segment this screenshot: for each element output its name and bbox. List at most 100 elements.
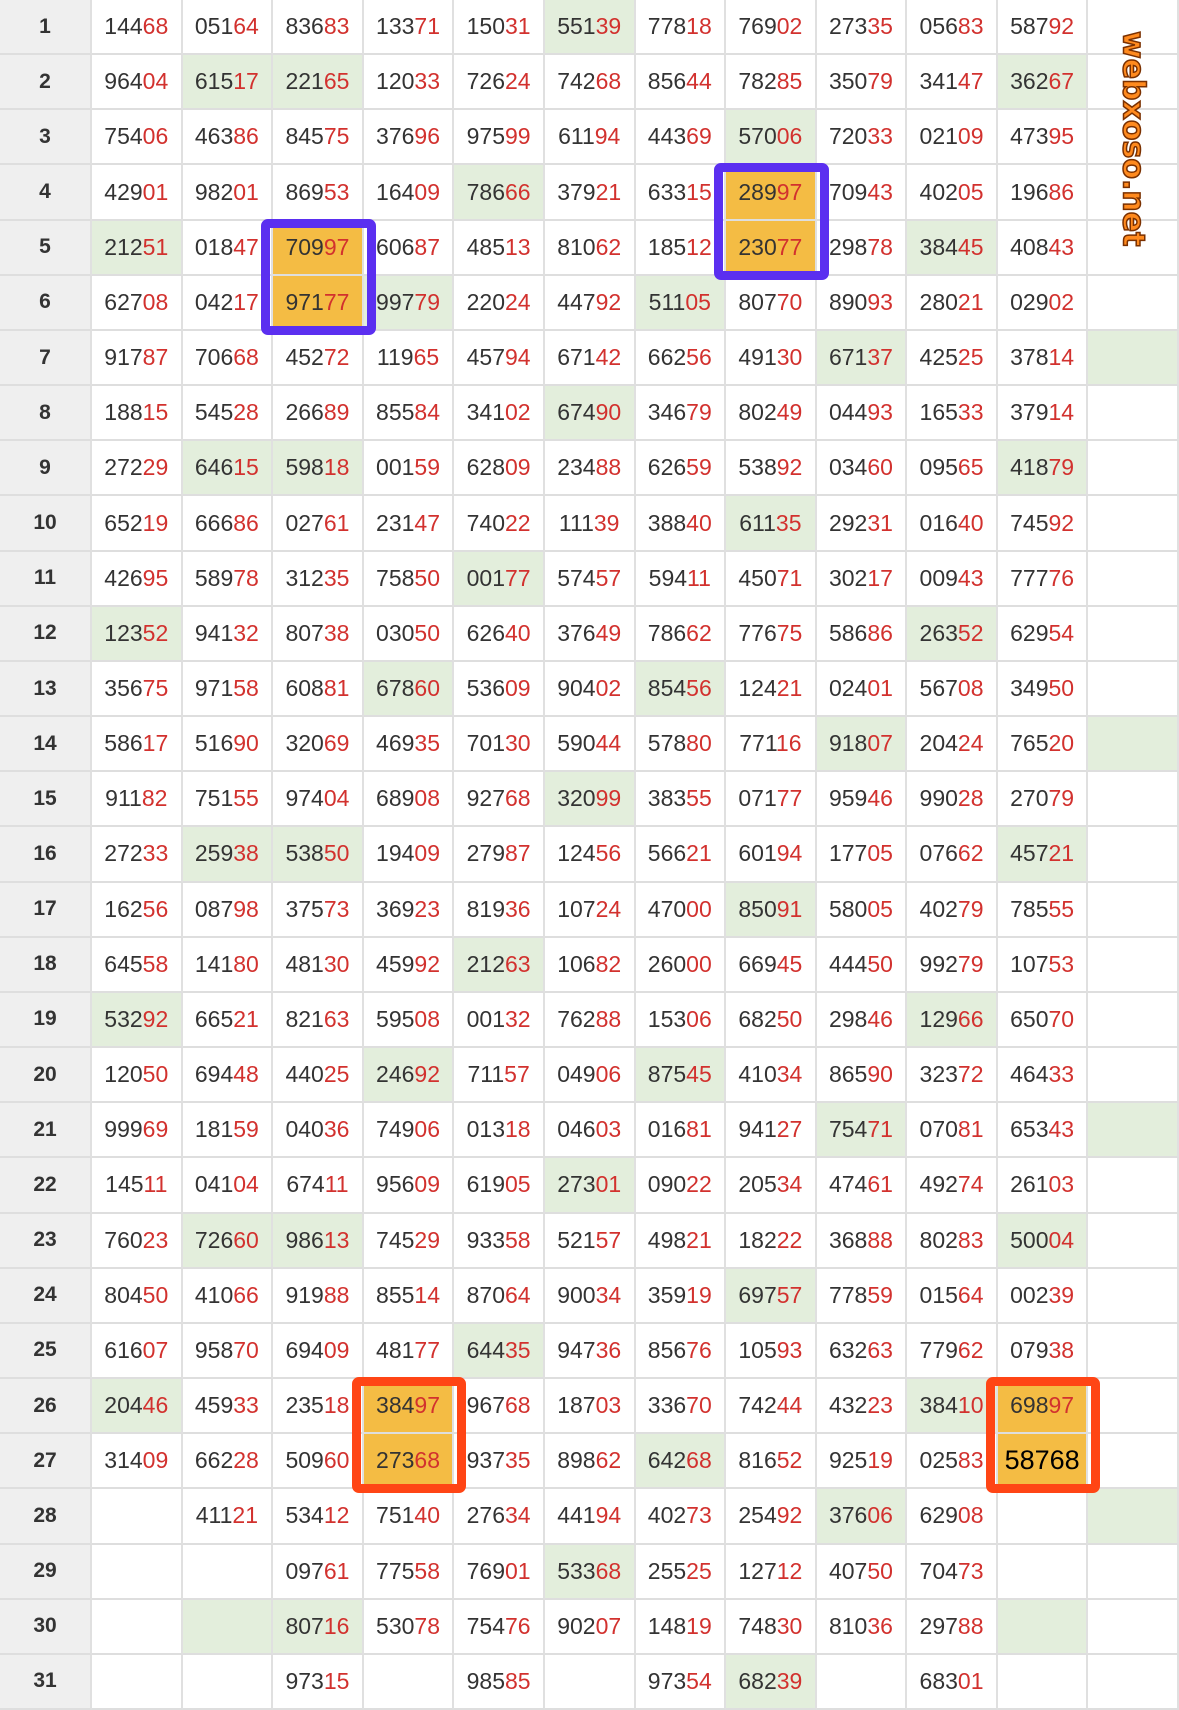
first-three-digits: 079 [1010,1336,1049,1363]
result-cell: 74529 [363,1213,455,1269]
result-cell: 18222 [726,1213,817,1269]
last-two-digits: 76 [1048,564,1075,591]
first-three-digits: 645 [104,950,143,977]
result-number: 26352 [920,620,984,647]
result-number: 37649 [557,620,621,647]
first-three-digits: 754 [828,1116,868,1143]
result-number: 64615 [195,454,259,481]
result-cell: 36267 [997,55,1089,111]
last-two-digits: 45 [686,1061,712,1088]
result-number: 72660 [195,1227,259,1254]
result-cell [1088,441,1179,497]
result-number: 69757 [738,1282,802,1309]
first-three-digits: 194 [376,840,415,867]
first-three-digits: 587 [1010,13,1049,40]
result-cell: 41879 [997,441,1089,497]
last-two-digits: 19 [142,509,169,536]
result-number: 46433 [1010,1061,1074,1088]
last-two-digits: 90 [595,399,622,426]
result-number: 11965 [377,344,439,371]
result-number: 22024 [467,289,531,316]
result-cell: 99969 [92,1103,183,1159]
last-two-digits: 71 [414,13,441,40]
result-number: 80450 [104,1282,168,1309]
first-three-digits: 001 [466,564,505,591]
result-number: 72624 [467,68,531,95]
result-cell: 62708 [92,275,183,331]
last-two-digits: 81 [686,1116,712,1143]
result-cell [182,1654,274,1710]
last-two-digits: 52 [142,619,169,646]
result-number: 28997 [738,179,802,206]
result-number: 74244 [738,1392,802,1419]
result-number: 77116 [739,730,801,757]
last-two-digits: 04 [142,68,169,95]
first-three-digits: 185 [647,233,687,260]
first-three-digits: 762 [557,1005,596,1032]
result-number: 57457 [557,565,621,592]
first-three-digits: 720 [828,123,868,150]
last-two-digits: 39 [1048,1281,1075,1308]
result-cell: 45721 [997,827,1089,883]
last-two-digits: 43 [1048,1116,1075,1143]
last-two-digits: 93 [867,399,893,426]
last-two-digits: 16 [775,730,802,757]
result-number: 70943 [829,179,893,206]
first-three-digits: 273 [828,13,868,40]
result-cell: 14180 [182,937,274,993]
first-three-digits: 616 [104,1336,143,1363]
first-three-digits: 418 [1010,454,1049,481]
first-three-digits: 260 [647,950,687,977]
last-two-digits: 79 [957,950,984,977]
result-cell: 23077 [726,220,817,276]
result-cell [1088,386,1179,442]
last-two-digits: 83 [957,1226,984,1253]
last-two-digits: 55 [1048,895,1075,922]
result-cell: 03460 [816,441,908,497]
result-cell [1088,165,1179,221]
result-number: 43223 [829,1392,893,1419]
first-three-digits: 016 [647,1116,687,1143]
result-cell: 16409 [363,165,455,221]
first-three-digits: 015 [919,1281,958,1308]
first-three-digits: 030 [376,619,415,646]
result-number: 45992 [376,951,440,978]
first-three-digits: 958 [194,1336,234,1363]
result-number: 03460 [829,454,893,481]
result-number: 80738 [285,620,349,647]
first-three-digits: 580 [828,895,868,922]
result-cell: 58768 [997,1434,1089,1490]
result-number: 86953 [285,179,349,206]
last-two-digits: 12 [776,1557,803,1584]
first-three-digits: 786 [647,619,687,646]
first-three-digits: 124 [738,675,777,701]
result-cell: 16256 [92,882,183,938]
first-three-digits: 485 [466,233,505,260]
first-three-digits: 947 [557,1336,596,1363]
result-number: 80283 [920,1227,984,1254]
result-number: 66228 [195,1447,259,1474]
first-three-digits: 312 [285,564,324,591]
first-three-digits: 606 [376,233,415,260]
last-two-digits: 77 [776,233,803,260]
result-cell: 86590 [816,1048,908,1104]
result-cell: 45992 [363,937,455,993]
result-cell: 66945 [726,937,817,993]
last-two-digits: 01 [595,1171,622,1198]
result-cell: 35079 [816,55,908,111]
last-two-digits: 06 [142,123,169,150]
first-three-digits: 188 [104,399,143,426]
first-three-digits: 997 [376,288,415,315]
result-cell: 01564 [907,1268,998,1324]
last-two-digits: 14 [414,1281,441,1308]
result-cell [997,1599,1089,1655]
last-two-digits: 40 [414,1502,441,1529]
result-number: 80716 [285,1613,349,1640]
first-three-digits: 626 [647,454,687,481]
result-cell: 18512 [635,220,727,276]
first-three-digits: 469 [376,730,415,757]
last-two-digits: 30 [776,1612,803,1639]
last-two-digits: 17 [142,730,169,757]
last-two-digits: 48 [233,1061,259,1088]
last-two-digits: 83 [957,13,984,40]
